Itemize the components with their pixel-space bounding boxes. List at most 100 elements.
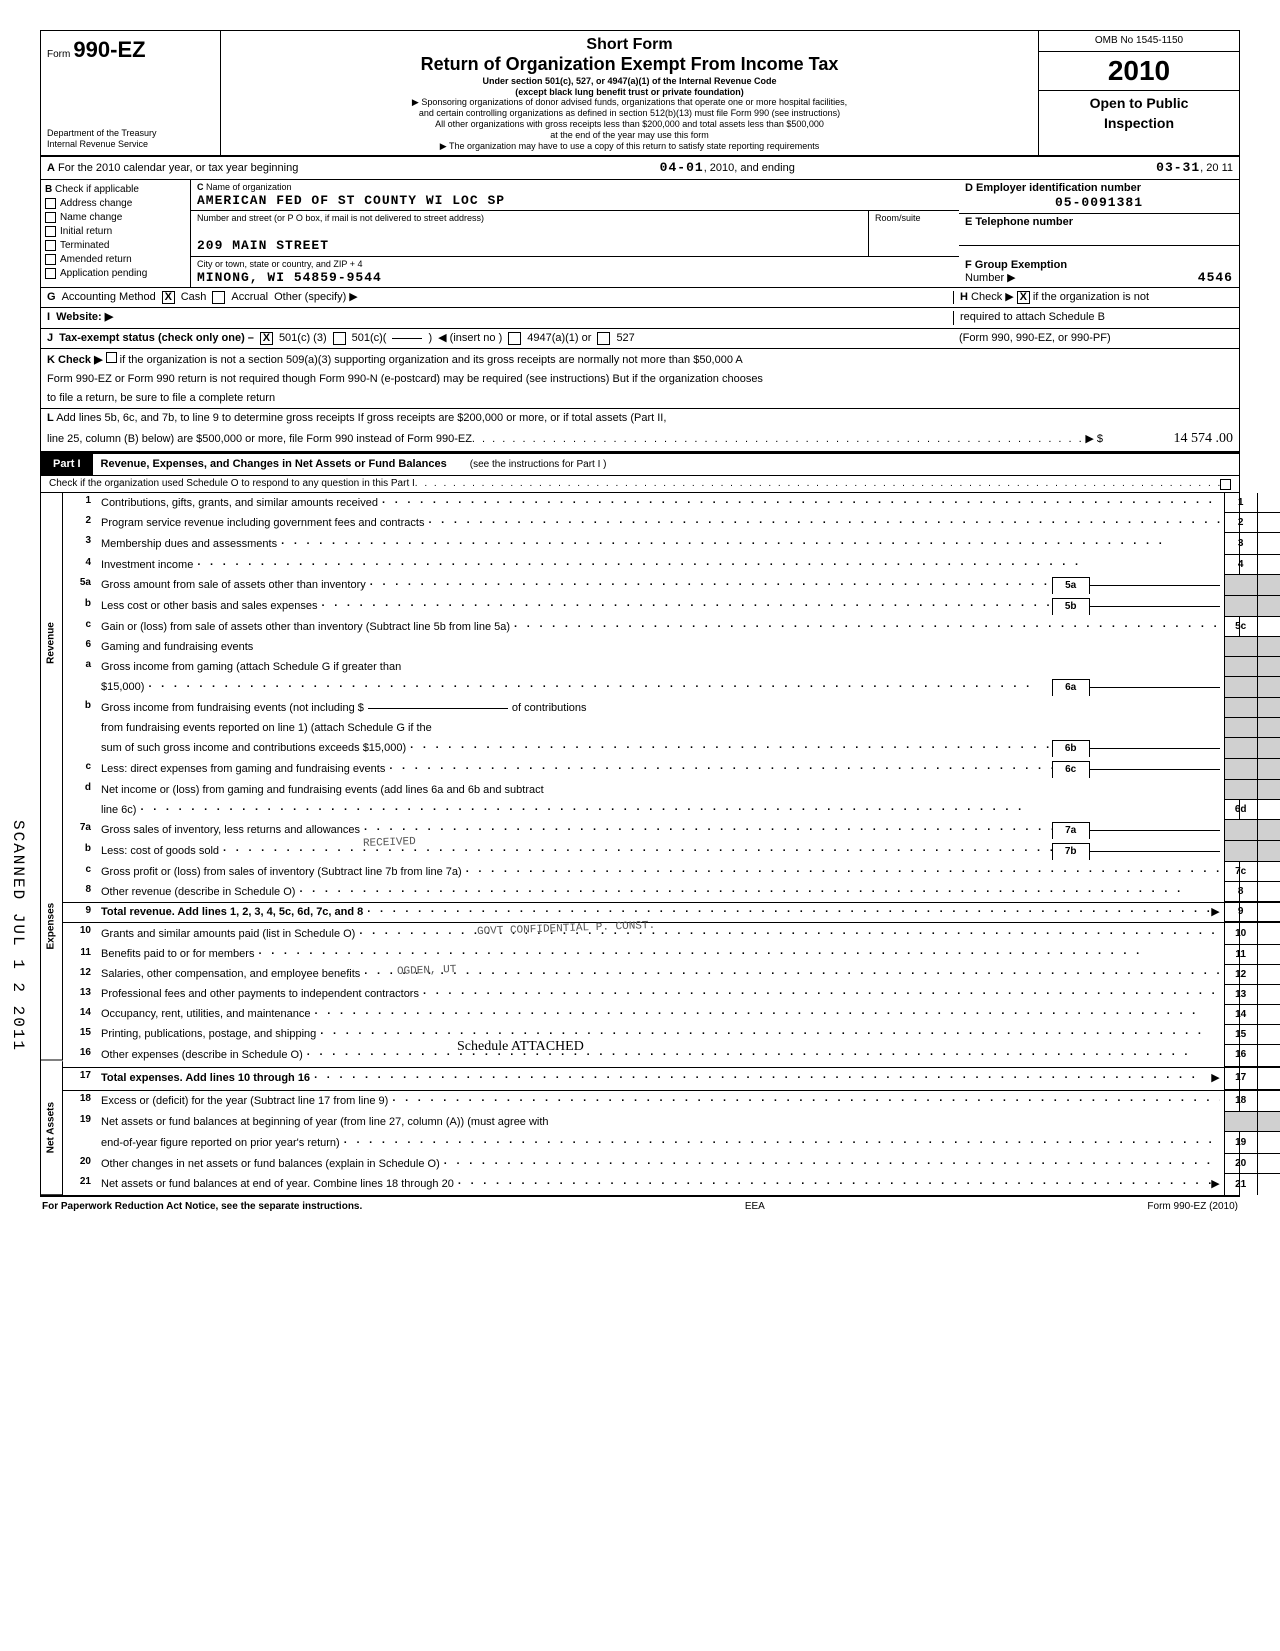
- ln6a2-desc: $15,000): [101, 681, 144, 694]
- chk-address[interactable]: [45, 198, 56, 209]
- dept-irs: Internal Revenue Service: [47, 139, 214, 150]
- ln6d-box: 6d: [1224, 800, 1258, 820]
- chk-initial[interactable]: [45, 226, 56, 237]
- g-acct: Accounting Method: [62, 291, 156, 304]
- ln21-num: 21: [63, 1174, 97, 1195]
- ln2-box: 2: [1224, 513, 1258, 533]
- ln21-desc: Net assets or fund balances at end of ye…: [101, 1178, 454, 1191]
- form-title: Return of Organization Exempt From Incom…: [229, 54, 1030, 76]
- h-label: H: [960, 291, 968, 303]
- ln6b2-num: [63, 718, 97, 738]
- chk-terminated[interactable]: [45, 240, 56, 251]
- ln7c-desc: Gross profit or (loss) from sales of inv…: [101, 866, 462, 879]
- j-501c: 501(c)(: [352, 332, 387, 345]
- form-center-block: Short Form Return of Organization Exempt…: [221, 31, 1039, 155]
- ln11-desc: Benefits paid to or for members: [101, 948, 254, 961]
- ln18-num: 18: [63, 1091, 97, 1113]
- form-sub1: Under section 501(c), 527, or 4947(a)(1)…: [229, 76, 1030, 87]
- sponsor-line2: and certain controlling organizations as…: [229, 108, 1030, 119]
- ln5b-sval: [1258, 596, 1280, 617]
- ln6-num: 6: [63, 637, 97, 657]
- ln20-val: [1258, 1154, 1280, 1174]
- ln7b-mbox: 7b: [1052, 843, 1090, 860]
- form-left-block: Form 990-EZ Department of the Treasury I…: [41, 31, 221, 155]
- part1-label: Part I: [41, 454, 93, 475]
- ln7b-num: b: [63, 841, 97, 862]
- ln16-val: 4 577: [1258, 1045, 1280, 1067]
- i-label: I: [47, 311, 50, 324]
- part1-sub: Check if the organization used Schedule …: [40, 476, 1240, 493]
- ln17-num: 17: [63, 1068, 97, 1090]
- form-number: 990-EZ: [73, 37, 145, 62]
- street: 209 MAIN STREET: [197, 238, 862, 254]
- i-web: Website: ▶: [56, 311, 113, 324]
- ln3-num: 3: [63, 533, 97, 555]
- ln9-val: [1258, 903, 1280, 922]
- chk-schedule-o[interactable]: [1220, 479, 1231, 490]
- ln6c-sval: [1258, 759, 1280, 780]
- line-k2: Form 990-EZ or Form 990 return is not re…: [40, 370, 1240, 389]
- addr-label: Number and street (or P O box, if mail i…: [197, 213, 862, 224]
- chk-501c[interactable]: [333, 332, 346, 345]
- form-right-block: OMB No 1545-1150 2010 Open to Public Ins…: [1039, 31, 1239, 155]
- ln13-val: [1258, 985, 1280, 1005]
- ln6a-shade: [1224, 657, 1258, 677]
- ln6b2-shade: [1224, 718, 1258, 738]
- sponsor-line4: at the end of the year may use this form: [229, 130, 1030, 141]
- ln18-desc: Excess or (deficit) for the year (Subtra…: [101, 1095, 388, 1108]
- sponsor-line5: ▶ The organization may have to use a cop…: [229, 141, 1030, 152]
- part1-table: Revenue Expenses Net Assets 1Contributio…: [40, 493, 1240, 1197]
- side-expenses: Expenses: [41, 793, 63, 1061]
- ln20-desc: Other changes in net assets or fund bala…: [101, 1158, 440, 1171]
- k-text1: if the organization is not a section 509…: [120, 354, 743, 366]
- ln14-desc: Occupancy, rent, utilities, and maintena…: [101, 1008, 311, 1021]
- ln6b-desc: Gross income from fundraising events (no…: [101, 702, 364, 715]
- city-label: City or town, state or country, and ZIP …: [197, 259, 953, 270]
- ln5a-mbox: 5a: [1052, 577, 1090, 594]
- ln7b-shade: [1224, 841, 1258, 862]
- chk-501c3[interactable]: X: [260, 332, 273, 345]
- chk-name[interactable]: [45, 212, 56, 223]
- ln15-num: 15: [63, 1025, 97, 1045]
- form-sub2: (except black lung benefit trust or priv…: [229, 87, 1030, 98]
- line-g: G Accounting Method X Cash Accrual Other…: [40, 288, 1240, 308]
- ln6a2-shade: [1224, 677, 1258, 698]
- chk-4947[interactable]: [508, 332, 521, 345]
- omb-number: OMB No 1545-1150: [1039, 31, 1239, 52]
- ln19-num: 19: [63, 1112, 97, 1132]
- ln12-box: 12: [1224, 965, 1258, 985]
- ln5c-desc: Gain or (loss) from sale of assets other…: [101, 621, 510, 634]
- schedule-attached-hand: Schedule ATTACHED: [457, 1039, 584, 1056]
- chk-527[interactable]: [597, 332, 610, 345]
- chk-pending[interactable]: [45, 268, 56, 279]
- ln10-num: 10: [63, 923, 97, 945]
- ln19-box: 19: [1224, 1132, 1258, 1154]
- opt-name: Name change: [60, 212, 122, 224]
- ln17-box: 17: [1224, 1068, 1258, 1090]
- ln6c-num: c: [63, 759, 97, 780]
- city: MINONG, WI 54859-9544: [197, 270, 953, 286]
- sponsor-line1: ▶ Sponsoring organizations of donor advi…: [229, 97, 1030, 108]
- ln20-num: 20: [63, 1154, 97, 1174]
- chk-k[interactable]: [106, 352, 117, 363]
- j-501c3: 501(c) (3): [279, 332, 327, 345]
- ln11-val: [1258, 945, 1280, 965]
- line-a-label: A: [47, 162, 55, 175]
- ln7a-shade: [1224, 820, 1258, 841]
- ln7a-desc: Gross sales of inventory, less returns a…: [101, 824, 360, 837]
- opt-pending: Application pending: [60, 268, 147, 280]
- ln18-val: (3 780): [1258, 1091, 1280, 1113]
- ln1-val: [1258, 493, 1280, 513]
- g-cash: Cash: [181, 291, 207, 304]
- chk-cash[interactable]: X: [162, 291, 175, 304]
- ln6b-sval: [1258, 698, 1280, 718]
- chk-amended[interactable]: [45, 254, 56, 265]
- ln6b-shade: [1224, 698, 1258, 718]
- ln6a-sval: [1258, 657, 1280, 677]
- ln17-val: 18 354: [1258, 1068, 1280, 1090]
- ln17-desc: Total expenses. Add lines 10 through 16: [101, 1072, 310, 1085]
- ln8-val: [1258, 882, 1280, 902]
- ln3-desc: Membership dues and assessments: [101, 538, 277, 551]
- chk-h[interactable]: X: [1017, 291, 1030, 304]
- chk-accrual[interactable]: [212, 291, 225, 304]
